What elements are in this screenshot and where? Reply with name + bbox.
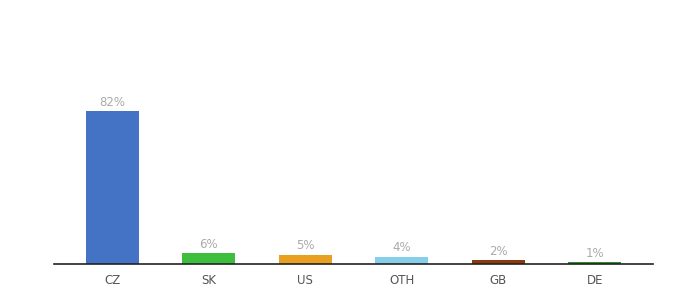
- Text: 2%: 2%: [489, 245, 508, 258]
- Bar: [279, 255, 332, 264]
- Text: 5%: 5%: [296, 239, 315, 253]
- Text: 82%: 82%: [99, 96, 125, 109]
- Bar: [472, 260, 525, 264]
- Text: 6%: 6%: [199, 238, 218, 250]
- Bar: [86, 112, 139, 264]
- Bar: [375, 256, 428, 264]
- Bar: [182, 253, 235, 264]
- Bar: [568, 262, 622, 264]
- Text: 1%: 1%: [585, 247, 605, 260]
- Text: 4%: 4%: [392, 241, 411, 254]
